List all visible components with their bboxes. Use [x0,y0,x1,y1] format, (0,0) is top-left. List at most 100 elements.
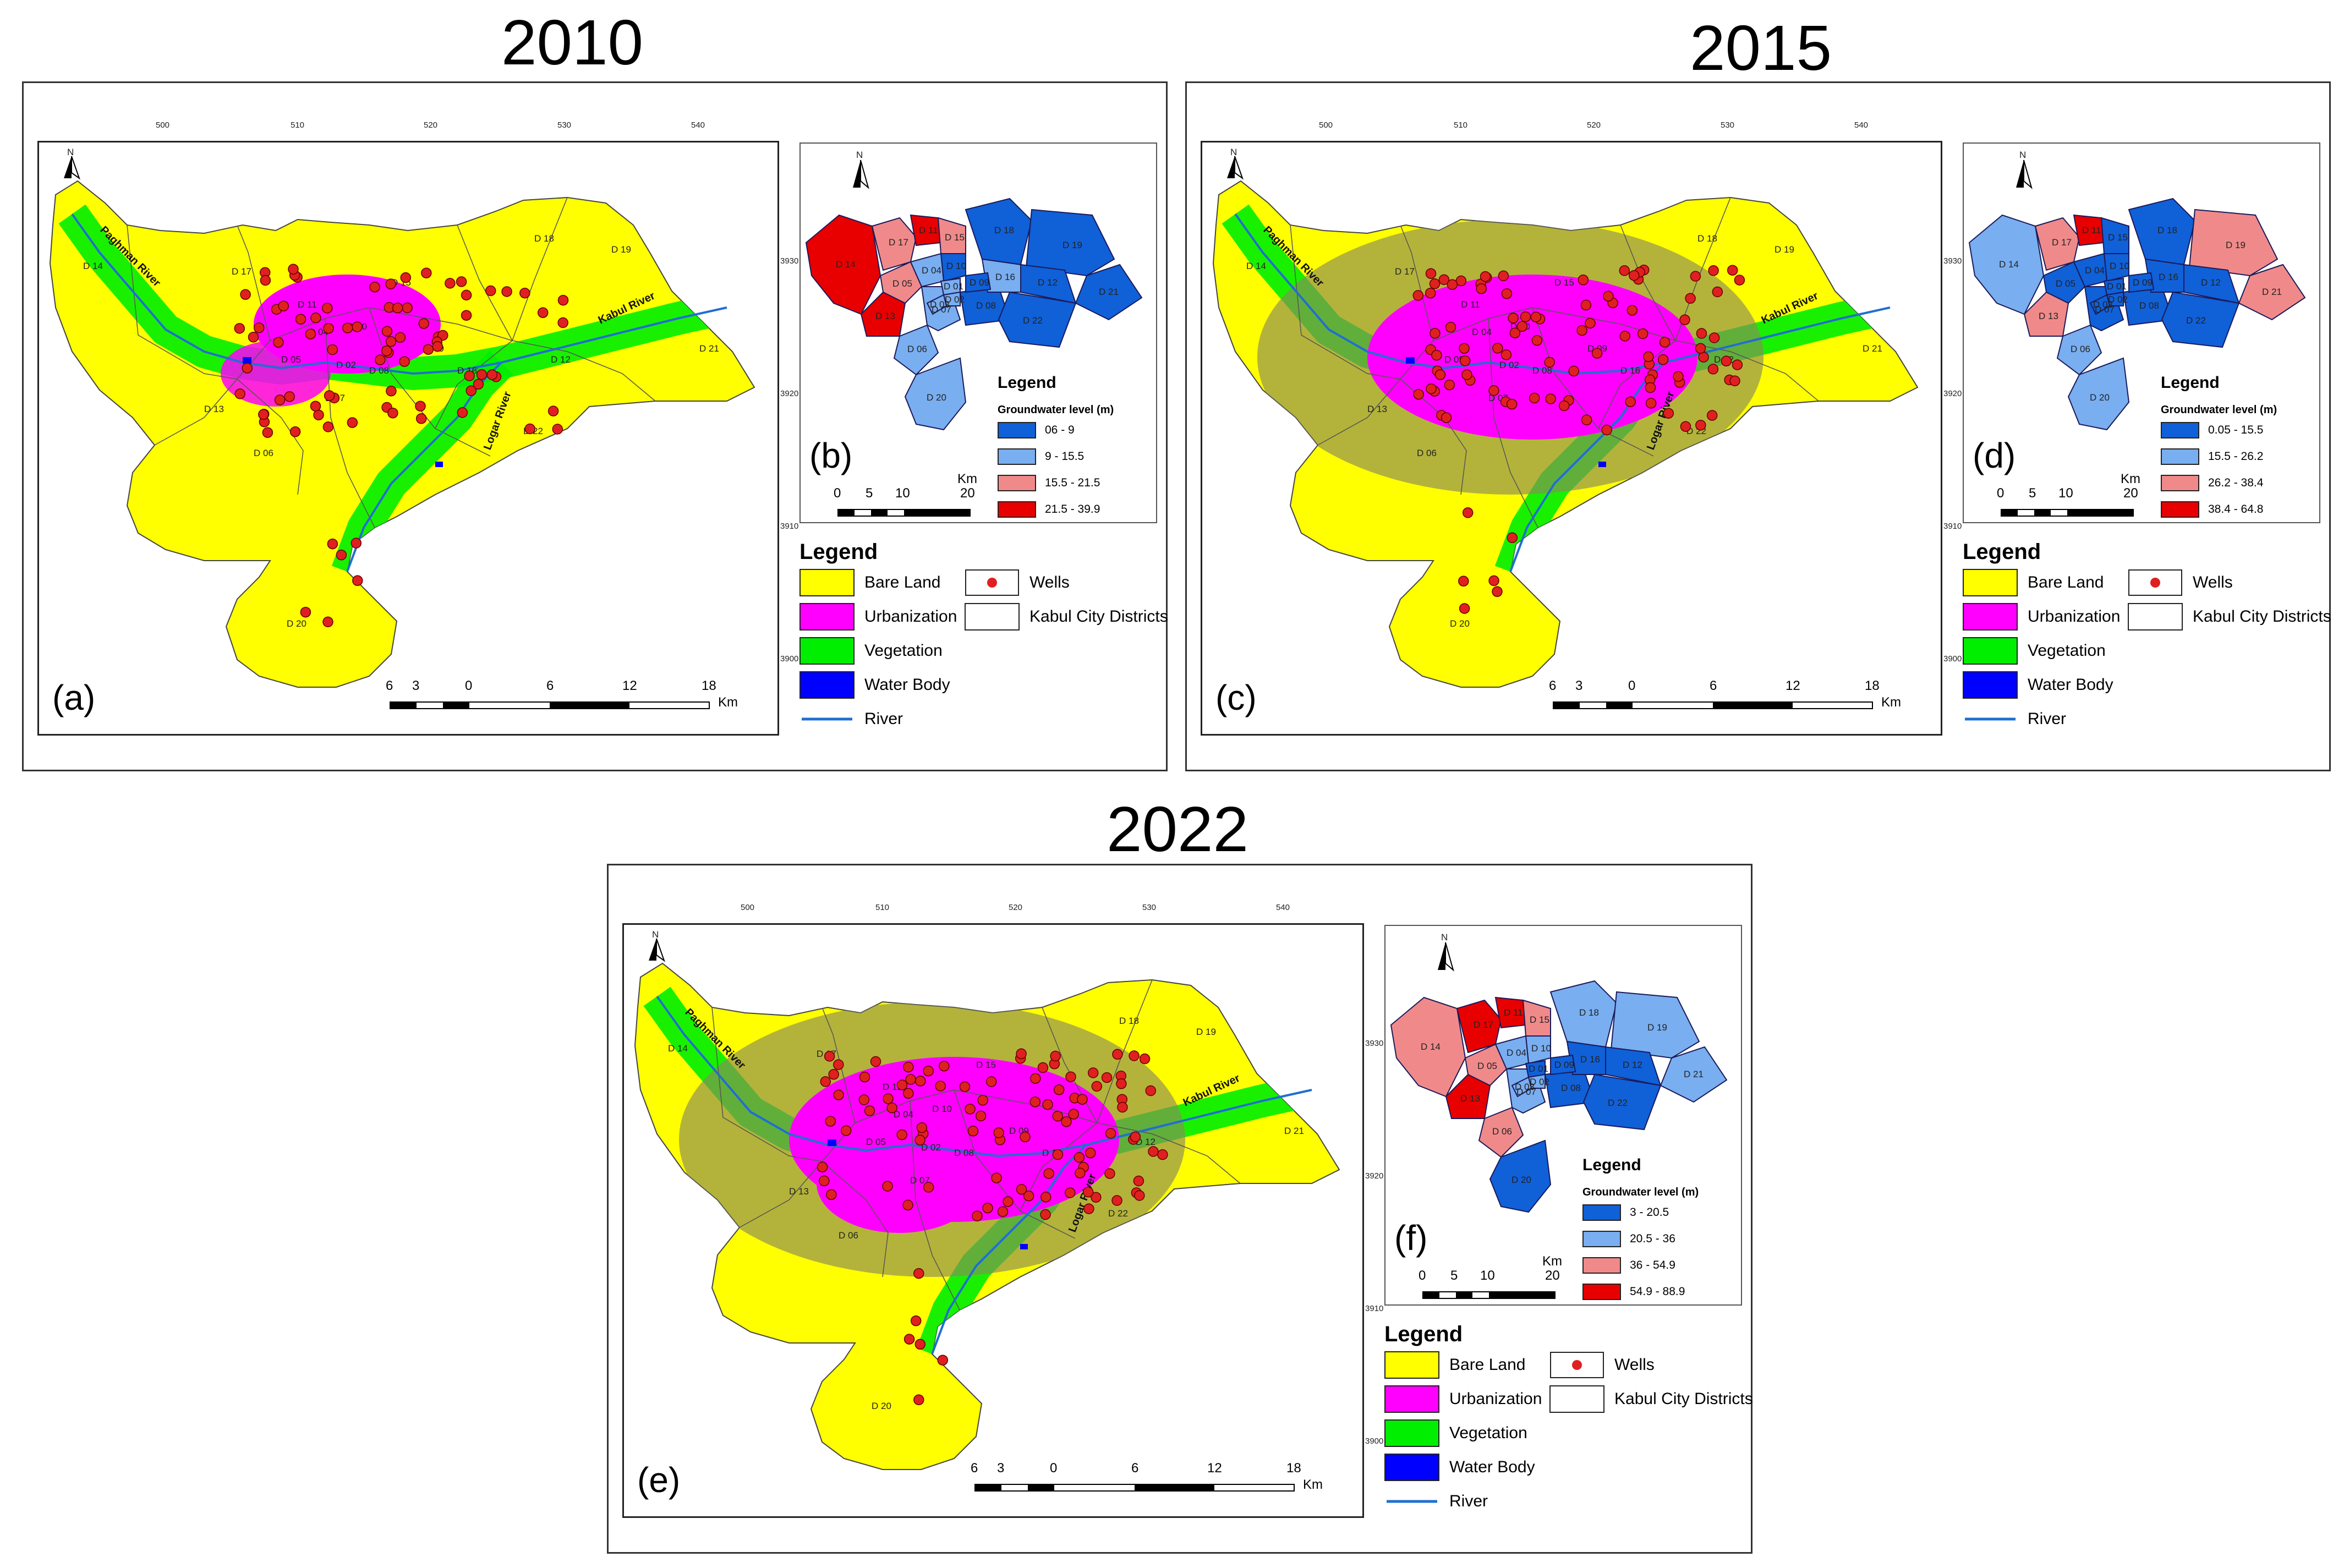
gw-district-polygon [805,214,881,315]
gw-district-label: D 13 [2039,311,2058,321]
legend-item-wells: Wells [2128,568,2233,597]
well-point [1441,412,1452,423]
well-point [1444,379,1455,391]
coord-tick-x: 530 [557,120,572,130]
well-point [820,1076,831,1087]
district-boundary [369,307,491,457]
groundwater-legend-title: Legend [998,374,1056,392]
north-arrow-icon: N [649,929,665,962]
panel-label-f: (f) [1394,1218,1428,1258]
well-point [262,427,273,438]
well-point [415,413,427,424]
landcover-map-2022: Paghman River Kabul River Logar River D 14 D… [622,923,1364,1518]
well-point [421,267,432,278]
well-point [1626,305,1638,316]
well-point [1690,271,1701,282]
well-point [1695,420,1706,431]
gw-district-polygon [2067,357,2130,431]
groundwater-map-svg: D 14 D 17 D 11 D 15 D 18 D 19 D 21 D 13 D 05 D 06… [1390,932,1728,1213]
well-point [1459,355,1471,366]
well-point [1619,331,1630,342]
district-boundary [954,1089,1076,1239]
well-point [1544,357,1555,368]
panel-label-c: (c) [1215,678,1257,717]
landcover-map-2015: Paghman River Kabul River Logar River D 14 D… [1201,141,1942,736]
well-point [1061,1116,1072,1127]
well-point [1529,392,1540,404]
district-label: D 04 [1472,327,1492,337]
gw-district-label: D 09 [1554,1060,1574,1070]
river-line [931,1144,1087,1355]
north-arrow-half [649,939,656,961]
district-label: D 16 [1620,365,1640,376]
well-point [1040,1209,1051,1220]
well-point [273,337,284,348]
coord-tick-x: 510 [875,903,890,912]
well-point [310,312,321,324]
well-point [1601,424,1612,436]
well-point [1603,290,1614,302]
well-point [959,1081,971,1092]
year-title-2010: 2010 [501,7,644,78]
legend-swatch [1384,1351,1439,1379]
legend-swatch [1963,603,2018,631]
gw-district-label: D 06 [907,344,927,354]
well-point [253,322,265,333]
well-point [1629,270,1640,281]
main-scale-tick: 18 [1286,1461,1301,1476]
well-point [284,391,295,402]
landcover-legend-title: Legend [1963,540,2041,564]
main-scale-unit: Km [1881,695,1901,710]
well-point [369,281,380,293]
gw-range: 38.4 - 64.8 [2208,503,2264,516]
gw-district-label: D 18 [2157,225,2177,235]
gw-district-polygon [1464,1043,1508,1087]
well-point [1064,1187,1076,1198]
gw-district-label: D 11 [1504,1007,1523,1018]
well-point [1729,375,1740,387]
well-point [381,345,392,357]
district-label: D 18 [1697,233,1717,244]
well-point [1619,265,1630,276]
coord-tick-x: 530 [1721,120,1735,130]
well-point [552,424,563,435]
north-label: N [67,147,74,157]
gw-district-polygon [1610,991,1700,1059]
well-point [1023,1190,1034,1202]
gw-district-label: D 16 [1580,1054,1600,1065]
district-label: D 06 [1417,448,1437,458]
gw-district-label: D 18 [1579,1007,1599,1018]
water-body [828,1139,836,1146]
well-point [1117,1101,1128,1113]
district-boundary [567,351,656,402]
inset-scale-tick: 20 [1545,1268,1560,1283]
groundwater-legend-subtitle: Groundwater level (m) [2161,404,2277,416]
well-point [1480,271,1491,282]
well-point [1461,369,1472,380]
coord-tick-x: 500 [156,120,170,130]
well-point [1707,364,1719,375]
inset-scale-tick: 20 [2123,486,2138,501]
well-point [305,328,316,339]
well-point [915,1076,926,1087]
gw-district-polygon [1660,1046,1728,1103]
gw-district-label: D 04 [922,265,941,276]
district-label: D 11 [1461,299,1480,310]
gw-swatch [998,475,1036,491]
gw-district-label: D 14 [1421,1041,1441,1052]
district-label: D 19 [611,244,631,255]
groundwater-legend-title: Legend [1582,1156,1641,1174]
district-boundary [1400,224,1434,341]
gw-district-label: D 10 [2110,261,2129,271]
well-point [1516,321,1528,332]
coord-tick-x: 510 [1454,120,1468,130]
legend-item-river: River [799,705,903,733]
well-point [1037,1062,1049,1073]
well-point [385,278,396,289]
legend-label: Bare Land [2028,573,2104,591]
gw-legend-item: 20.5 - 36 [1582,1231,1675,1247]
groundwater-map-svg: D 14 D 17 D 11 D 15 D 18 D 19 D 21 D 13 D 05 D 06… [805,150,1143,431]
main-scale-tick: 0 [1050,1461,1058,1476]
legend-label: Wells [2193,573,2233,591]
